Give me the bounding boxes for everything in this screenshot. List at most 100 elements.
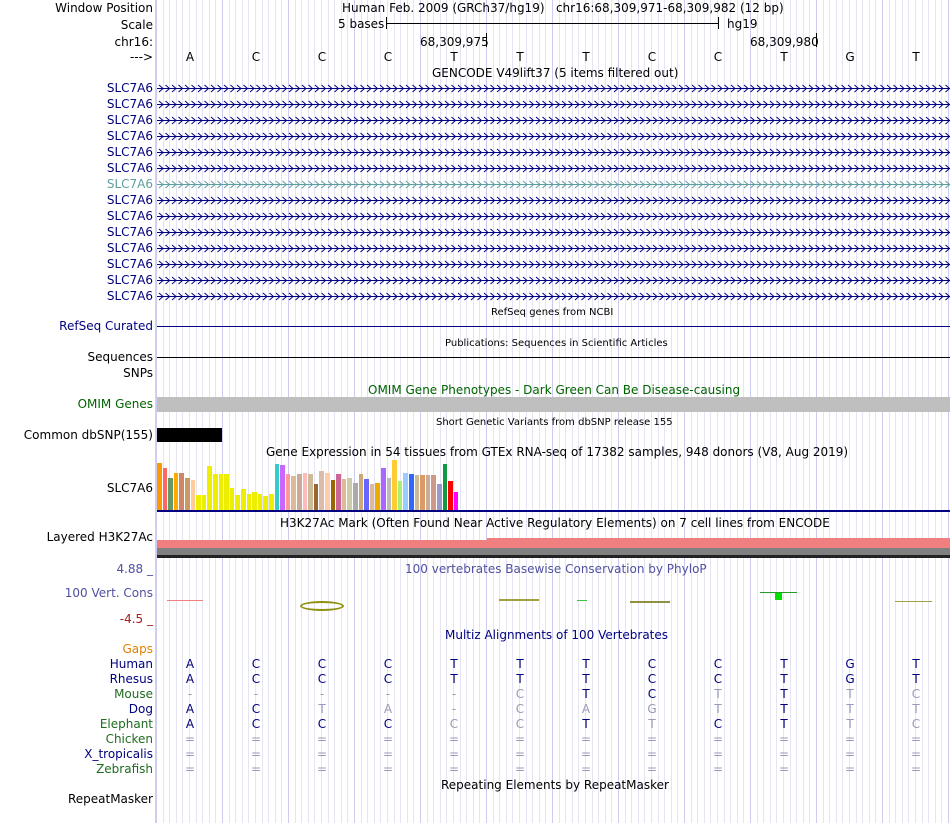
- gtex-bar[interactable]: [157, 462, 162, 510]
- gencode-gene-label[interactable]: SLC7A6: [106, 241, 153, 255]
- h3k27ac-layer-red[interactable]: [157, 540, 487, 548]
- gtex-label[interactable]: SLC7A6: [106, 481, 153, 495]
- gencode-gene-label[interactable]: SLC7A6: [106, 289, 153, 303]
- gencode-transcript[interactable]: [157, 100, 950, 109]
- h3k27ac-layer-red-2[interactable]: [487, 538, 950, 548]
- gencode-gene-label[interactable]: SLC7A6: [106, 97, 153, 111]
- h3k27ac-layer-gray[interactable]: [157, 548, 950, 555]
- publications-line[interactable]: [157, 357, 950, 358]
- gencode-transcript[interactable]: [157, 116, 950, 125]
- gencode-transcript[interactable]: [157, 84, 950, 93]
- gtex-bar[interactable]: [297, 474, 302, 510]
- gtex-bar[interactable]: [168, 477, 173, 510]
- gencode-transcript[interactable]: [157, 196, 950, 205]
- gtex-bar[interactable]: [353, 482, 358, 510]
- snps-label[interactable]: SNPs: [123, 366, 153, 380]
- gtex-bar[interactable]: [241, 489, 246, 510]
- gtex-bar[interactable]: [274, 464, 280, 510]
- gtex-bar[interactable]: [269, 494, 274, 510]
- gencode-gene-label[interactable]: SLC7A6: [106, 161, 153, 175]
- gaps-label[interactable]: Gaps: [122, 642, 153, 656]
- gtex-bar[interactable]: [179, 472, 184, 510]
- multiz-species-label[interactable]: Rhesus: [109, 672, 153, 686]
- gtex-bar[interactable]: [358, 474, 364, 510]
- cons-label[interactable]: 100 Vert. Cons: [64, 586, 153, 600]
- gtex-bar[interactable]: [425, 475, 431, 510]
- gencode-gene-label[interactable]: SLC7A6: [106, 177, 153, 191]
- gtex-bar[interactable]: [162, 467, 168, 510]
- gtex-bar[interactable]: [437, 484, 442, 510]
- gencode-transcript[interactable]: [157, 148, 950, 157]
- gtex-chart[interactable]: [157, 460, 557, 510]
- gtex-bar[interactable]: [313, 484, 319, 510]
- gtex-bar[interactable]: [319, 471, 324, 510]
- gtex-bar[interactable]: [392, 460, 397, 510]
- gtex-bar[interactable]: [285, 474, 291, 510]
- h3k27ac-label[interactable]: Layered H3K27Ac: [46, 530, 153, 544]
- gencode-transcript[interactable]: [157, 228, 950, 237]
- gencode-transcript[interactable]: [157, 180, 950, 189]
- gtex-bar[interactable]: [381, 467, 386, 510]
- multiz-species-label[interactable]: X_tropicalis: [84, 747, 153, 761]
- gtex-bar[interactable]: [280, 465, 285, 510]
- gtex-bar[interactable]: [442, 464, 448, 510]
- gencode-gene-label[interactable]: SLC7A6: [106, 273, 153, 287]
- gtex-bar[interactable]: [213, 474, 218, 510]
- gtex-bar[interactable]: [364, 479, 369, 510]
- dbsnp-label[interactable]: Common dbSNP(155): [23, 428, 153, 442]
- gtex-bar[interactable]: [336, 474, 341, 510]
- gtex-bar[interactable]: [375, 482, 380, 510]
- gtex-bar[interactable]: [397, 481, 403, 510]
- gencode-gene-label[interactable]: SLC7A6: [106, 81, 153, 95]
- gencode-gene-label[interactable]: SLC7A6: [106, 209, 153, 223]
- gtex-bar[interactable]: [386, 477, 392, 510]
- gtex-bar[interactable]: [403, 472, 408, 510]
- scale-label[interactable]: Scale: [120, 18, 153, 32]
- gtex-bar[interactable]: [201, 495, 207, 510]
- dbsnp-variant[interactable]: [157, 428, 222, 442]
- gencode-gene-label[interactable]: SLC7A6: [106, 113, 153, 127]
- gtex-bar[interactable]: [325, 472, 330, 510]
- gtex-bar[interactable]: [185, 477, 190, 510]
- multiz-species-label[interactable]: Mouse: [114, 687, 153, 701]
- refseq-line[interactable]: [157, 326, 950, 327]
- gtex-bar[interactable]: [308, 474, 313, 510]
- gencode-transcript[interactable]: [157, 292, 950, 301]
- gtex-bar[interactable]: [257, 494, 263, 510]
- chrom-label[interactable]: chr16:: [114, 35, 153, 49]
- omim-label[interactable]: OMIM Genes: [77, 397, 153, 411]
- refseq-label[interactable]: RefSeq Curated: [59, 319, 153, 333]
- gtex-bar[interactable]: [229, 487, 235, 510]
- gtex-bar[interactable]: [246, 494, 252, 510]
- multiz-species-label[interactable]: Human: [109, 657, 153, 671]
- h3k27ac-layer-dark[interactable]: [157, 555, 950, 558]
- repeatmasker-label[interactable]: RepeatMasker: [67, 792, 153, 806]
- gtex-bar[interactable]: [302, 472, 308, 510]
- gencode-gene-label[interactable]: SLC7A6: [106, 225, 153, 239]
- multiz-species-label[interactable]: Chicken: [105, 732, 153, 746]
- gtex-bar[interactable]: [330, 480, 336, 510]
- gencode-gene-label[interactable]: SLC7A6: [106, 145, 153, 159]
- gencode-transcript[interactable]: [157, 260, 950, 269]
- gencode-transcript[interactable]: [157, 244, 950, 253]
- gtex-bar[interactable]: [409, 474, 414, 510]
- gtex-bar[interactable]: [414, 475, 420, 510]
- omim-bar[interactable]: [157, 397, 950, 412]
- gtex-bar[interactable]: [252, 491, 257, 510]
- gtex-bar[interactable]: [420, 475, 425, 510]
- gtex-bar[interactable]: [369, 484, 375, 510]
- gtex-bar[interactable]: [207, 466, 212, 510]
- publications-label[interactable]: Sequences: [87, 350, 153, 364]
- gtex-bar[interactable]: [173, 472, 179, 510]
- gtex-bar[interactable]: [224, 474, 229, 510]
- gencode-gene-label[interactable]: SLC7A6: [106, 129, 153, 143]
- gtex-bar[interactable]: [263, 496, 268, 510]
- gencode-transcript[interactable]: [157, 164, 950, 173]
- multiz-species-label[interactable]: Dog: [128, 702, 153, 716]
- gtex-bar[interactable]: [235, 495, 240, 510]
- gencode-gene-label[interactable]: SLC7A6: [106, 193, 153, 207]
- gtex-bar[interactable]: [190, 480, 196, 510]
- gtex-bar[interactable]: [431, 475, 436, 510]
- gencode-transcript[interactable]: [157, 276, 950, 285]
- gencode-transcript[interactable]: [157, 212, 950, 221]
